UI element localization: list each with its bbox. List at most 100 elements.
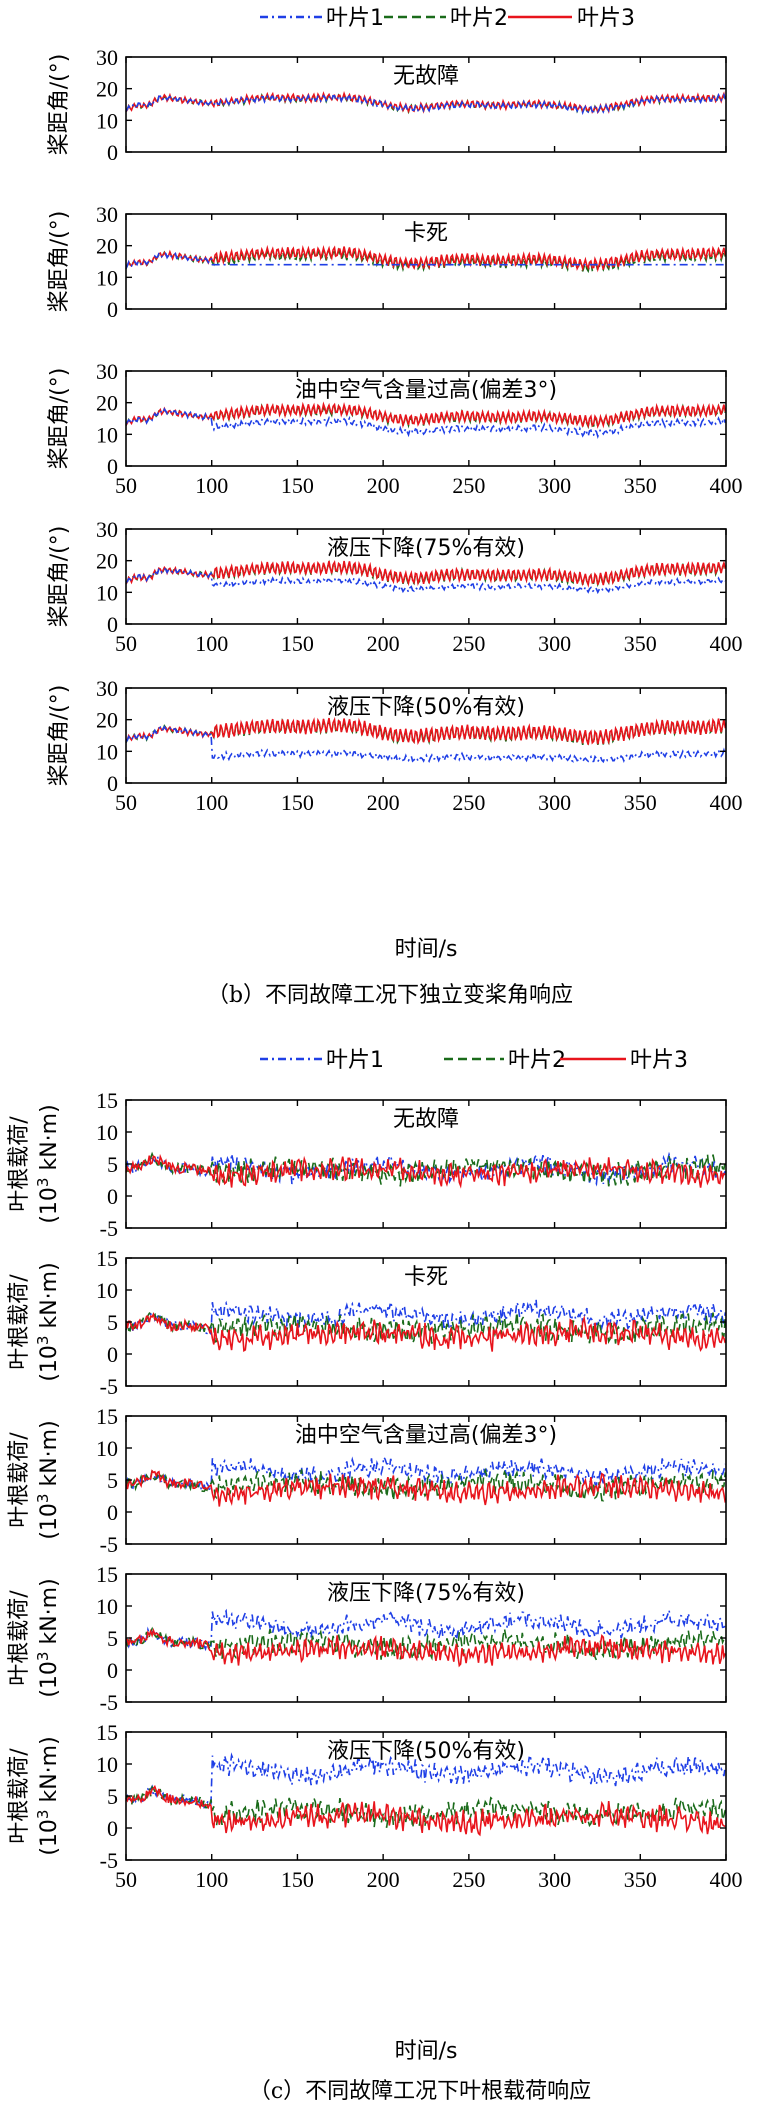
x-tick-label: 300	[538, 1867, 571, 1892]
pitch-series-blade1	[125, 725, 727, 764]
x-tick-label: 200	[367, 473, 400, 498]
load-caption: （c）不同故障工况下叶根载荷响应	[249, 2079, 591, 2104]
y-tick-label: -5	[100, 1374, 118, 1399]
x-tick-label: 150	[281, 473, 314, 498]
y-tick-label: 15	[96, 1720, 118, 1745]
x-tick-label: 350	[624, 1867, 657, 1892]
x-tick-label: 100	[195, 473, 228, 498]
load-series-blade3	[125, 1469, 727, 1507]
pitch-panel-4: 0 10 20 30 50 100 150 200 250 300 350 400 液压下降(75%有效…	[47, 517, 743, 656]
plot-frame	[125, 213, 727, 310]
y-tick-label: 15	[96, 1562, 118, 1587]
plot-frame	[125, 687, 727, 784]
y-tick-label: 0	[107, 454, 118, 479]
x-tick-label: 50	[115, 790, 137, 815]
y-tick-label: 30	[96, 45, 118, 70]
y-tick-label: -5	[100, 1690, 118, 1715]
pitch-y-axis-label: 桨距角/(°)	[47, 211, 72, 313]
pitch-series-blade1	[125, 567, 726, 595]
x-tick-label: 50	[115, 473, 137, 498]
y-tick-label: 5	[107, 1310, 118, 1335]
pitch-series-blade3	[125, 244, 727, 273]
y-tick-label: 5	[107, 1626, 118, 1651]
y-tick-label: 0	[107, 1658, 118, 1683]
x-tick-label: 400	[710, 790, 743, 815]
x-tick-label: 200	[367, 631, 400, 656]
load-x-axis-label: 时间/s	[395, 2039, 458, 2064]
load-y-axis-label-line2: (103 kN·m)	[34, 1262, 62, 1381]
y-tick-label: -5	[100, 1216, 118, 1241]
pitch-caption: （b）不同故障工况下独立变桨角响应	[207, 983, 573, 1008]
y-tick-label: 20	[96, 234, 118, 259]
panel-title: 油中空气含量过高(偏差3°)	[295, 1423, 557, 1448]
y-tick-label: 0	[107, 1184, 118, 1209]
x-tick-label: 350	[624, 631, 657, 656]
pitch-y-axis-label: 桨距角/(°)	[47, 685, 72, 787]
load-series-blade1	[125, 1299, 727, 1335]
y-tick-label: 5	[107, 1468, 118, 1493]
panel-title: 液压下降(50%有效)	[327, 1739, 525, 1764]
x-tick-label: 400	[710, 1867, 743, 1892]
y-tick-label: 20	[96, 391, 118, 416]
y-tick-label: 10	[96, 1120, 118, 1145]
x-tick-label: 250	[452, 790, 485, 815]
pitch-series-blade3	[125, 401, 727, 429]
y-tick-label: 0	[107, 771, 118, 796]
load-y-axis-label-line2: (103 kN·m)	[34, 1578, 62, 1697]
y-tick-label: -5	[100, 1532, 118, 1557]
x-tick-label: 300	[538, 631, 571, 656]
load-legend-blade1-label: 叶片1	[326, 1048, 384, 1073]
x-tick-label: 350	[624, 473, 657, 498]
y-tick-label: 30	[96, 676, 118, 701]
x-tick-label: 50	[115, 631, 137, 656]
x-tick-label: 350	[624, 790, 657, 815]
y-tick-label: 15	[96, 1088, 118, 1113]
y-tick-label: 30	[96, 517, 118, 542]
panel-title: 卡死	[404, 221, 448, 246]
load-legend-blade3-label: 叶片3	[630, 1048, 688, 1073]
load-series-blade2	[125, 1467, 727, 1502]
load-panel-2: -5 0 5 10 15 卡死 叶根载荷/(103 kN·m)	[7, 1246, 727, 1399]
load-series-blade1	[125, 1454, 727, 1493]
panel-title: 无故障	[393, 64, 459, 89]
pitch-legend: 叶片1 叶片2 叶片3	[260, 6, 635, 31]
load-series-blade3	[125, 1627, 727, 1668]
pitch-panel-5: 0 10 20 30 50 100 150 200 250 300 350 400 液压下降(50%有效…	[47, 676, 743, 815]
load-y-axis-label-line1: 叶根载荷/	[7, 1116, 32, 1212]
pitch-y-axis-label: 桨距角/(°)	[47, 526, 72, 628]
load-legend: 叶片1 叶片2 叶片3	[260, 1048, 688, 1073]
x-tick-label: 400	[710, 631, 743, 656]
x-tick-label: 200	[367, 790, 400, 815]
y-tick-label: 15	[96, 1404, 118, 1429]
y-tick-label: 10	[96, 265, 118, 290]
y-tick-label: 10	[96, 739, 118, 764]
y-tick-label: 10	[96, 580, 118, 605]
y-tick-label: 30	[96, 202, 118, 227]
load-series-blade3	[125, 1153, 726, 1189]
pitch-panel-3: 0 10 20 30 50 100 150 200 250 300 350 400 油中空气含量过高(偏…	[47, 359, 743, 498]
x-tick-label: 100	[195, 790, 228, 815]
x-tick-label: 250	[452, 631, 485, 656]
pitch-series-blade1	[125, 92, 727, 116]
y-tick-label: 10	[96, 1594, 118, 1619]
load-y-axis-label-line1: 叶根载荷/	[7, 1274, 32, 1370]
y-tick-label: 5	[107, 1152, 118, 1177]
x-tick-label: 250	[452, 473, 485, 498]
y-tick-label: 10	[96, 422, 118, 447]
load-series-blade3	[125, 1312, 727, 1353]
y-tick-label: 0	[107, 140, 118, 165]
load-y-axis-label-line2: (103 kN·m)	[34, 1736, 62, 1855]
y-tick-label: 0	[107, 1816, 118, 1841]
x-tick-label: 200	[367, 1867, 400, 1892]
y-tick-label: 20	[96, 77, 118, 102]
load-y-axis-label-line2: (103 kN·m)	[34, 1104, 62, 1223]
load-y-axis-label-line1: 叶根载荷/	[7, 1432, 32, 1528]
load-y-axis-label-line2: (103 kN·m)	[34, 1420, 62, 1539]
x-tick-label: 300	[538, 473, 571, 498]
plot-frame	[125, 56, 727, 153]
x-tick-label: 150	[281, 631, 314, 656]
y-tick-label: 10	[96, 1436, 118, 1461]
pitch-series-blade3	[125, 560, 727, 588]
